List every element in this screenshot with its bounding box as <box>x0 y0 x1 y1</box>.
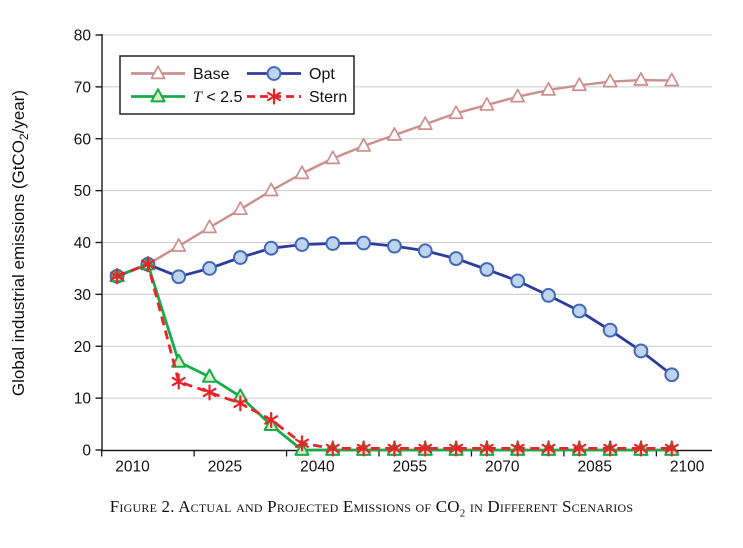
data-series <box>109 72 680 457</box>
star-marker <box>140 256 155 273</box>
circle-marker <box>232 250 248 265</box>
triangle-marker <box>325 150 341 165</box>
y-tick-label: 30 <box>74 287 92 304</box>
legend: Base Opt T < 2.5 Stern <box>119 55 355 115</box>
series-t-2-5 <box>109 256 680 456</box>
triangle-marker <box>541 81 556 96</box>
star-marker <box>387 440 402 457</box>
circle-marker <box>387 238 402 254</box>
triangle-marker <box>202 219 217 234</box>
x-tick-label: 2085 <box>577 459 611 476</box>
triangle-marker <box>201 368 218 383</box>
circle-marker <box>541 288 556 303</box>
triangle-marker <box>356 137 372 152</box>
triangle-marker <box>602 73 618 88</box>
axis-ticks <box>95 34 658 457</box>
legend-item-label: Stern <box>309 89 347 106</box>
x-tick-label: 2100 <box>670 459 705 476</box>
star-marker <box>603 440 618 457</box>
series-stern <box>110 256 679 457</box>
legend-item: T < 2.5 <box>131 88 242 106</box>
triangle-marker <box>479 96 495 111</box>
circle-marker <box>266 66 282 81</box>
legend-item: Base <box>131 65 230 83</box>
x-tick-label: 2070 <box>485 459 520 476</box>
star-marker <box>264 411 279 429</box>
circle-marker <box>571 303 587 319</box>
circle-marker <box>417 243 433 259</box>
y-tick-label: 70 <box>74 79 92 96</box>
y-tick-label: 50 <box>74 183 92 200</box>
star-marker <box>510 440 525 457</box>
triangle-marker <box>448 105 464 120</box>
y-tick-label: 40 <box>74 235 92 252</box>
series-line <box>116 262 672 452</box>
star-marker <box>294 435 309 452</box>
circle-marker <box>448 251 464 266</box>
y-tick-label: 20 <box>74 339 92 356</box>
legend-item-label: T < 2.5 <box>193 89 242 106</box>
star-marker <box>479 440 494 457</box>
x-tick-label: 2025 <box>208 459 242 476</box>
triangle-marker <box>510 88 526 103</box>
star-marker <box>267 88 281 105</box>
star-marker <box>233 395 248 412</box>
star-marker <box>418 440 433 457</box>
triangle-marker <box>664 72 680 87</box>
triangle-marker <box>294 165 310 180</box>
circle-marker <box>479 262 495 277</box>
circle-marker <box>664 367 680 383</box>
y-tick-label: 0 <box>82 443 91 460</box>
series-base <box>109 72 680 282</box>
legend-item: Stern <box>247 88 347 106</box>
circle-marker <box>510 273 526 289</box>
legend-item: Opt <box>247 66 335 83</box>
star-marker <box>541 440 556 457</box>
y-axis-title: Global industrial emissions (GtCO2/year) <box>9 90 31 396</box>
star-marker <box>572 440 587 457</box>
series-line <box>116 241 673 376</box>
series-opt <box>109 235 680 383</box>
circle-marker <box>356 235 372 251</box>
x-tick-label: 2010 <box>115 459 150 476</box>
y-tick-label: 80 <box>74 28 92 45</box>
circle-marker <box>602 322 618 338</box>
legend-box <box>119 55 355 115</box>
triangle-marker <box>232 201 248 216</box>
emissions-chart: 0 10 20 30 40 50 60 70 80 2010 2025 2040 2055 2070 208… <box>9 28 712 476</box>
axis-tick-labels: 0 10 20 30 40 50 60 70 80 2010 2025 2040 2055 2070 208… <box>74 28 705 476</box>
triangle-marker <box>263 182 279 197</box>
star-marker <box>325 440 340 457</box>
circle-marker <box>263 240 279 256</box>
triangle-marker <box>150 65 166 80</box>
star-marker <box>664 440 679 457</box>
y-tick-label: 60 <box>74 131 92 148</box>
star-marker <box>171 373 186 390</box>
circle-marker <box>202 261 217 276</box>
star-marker <box>633 440 648 457</box>
circle-marker <box>325 236 341 251</box>
triangle-marker <box>633 72 649 86</box>
x-tick-label: 2040 <box>300 459 335 476</box>
circle-marker <box>171 269 187 285</box>
star-marker <box>449 440 464 457</box>
triangle-marker <box>386 127 402 141</box>
circle-marker <box>633 343 649 359</box>
figure-caption: Figure 2. Actual and Projected Emissions… <box>109 497 634 520</box>
triangle-marker <box>417 116 433 130</box>
star-marker <box>110 268 125 285</box>
triangle-marker <box>171 238 187 252</box>
legend-item-label: Base <box>193 66 230 83</box>
legend-item-label: Opt <box>309 66 335 83</box>
y-tick-label: 10 <box>74 391 92 408</box>
triangle-marker <box>571 77 587 92</box>
circle-marker <box>294 237 310 252</box>
star-marker <box>356 440 371 457</box>
series-line <box>116 262 672 450</box>
star-marker <box>202 384 217 401</box>
triangle-marker <box>150 88 166 103</box>
x-tick-label: 2055 <box>393 459 427 476</box>
